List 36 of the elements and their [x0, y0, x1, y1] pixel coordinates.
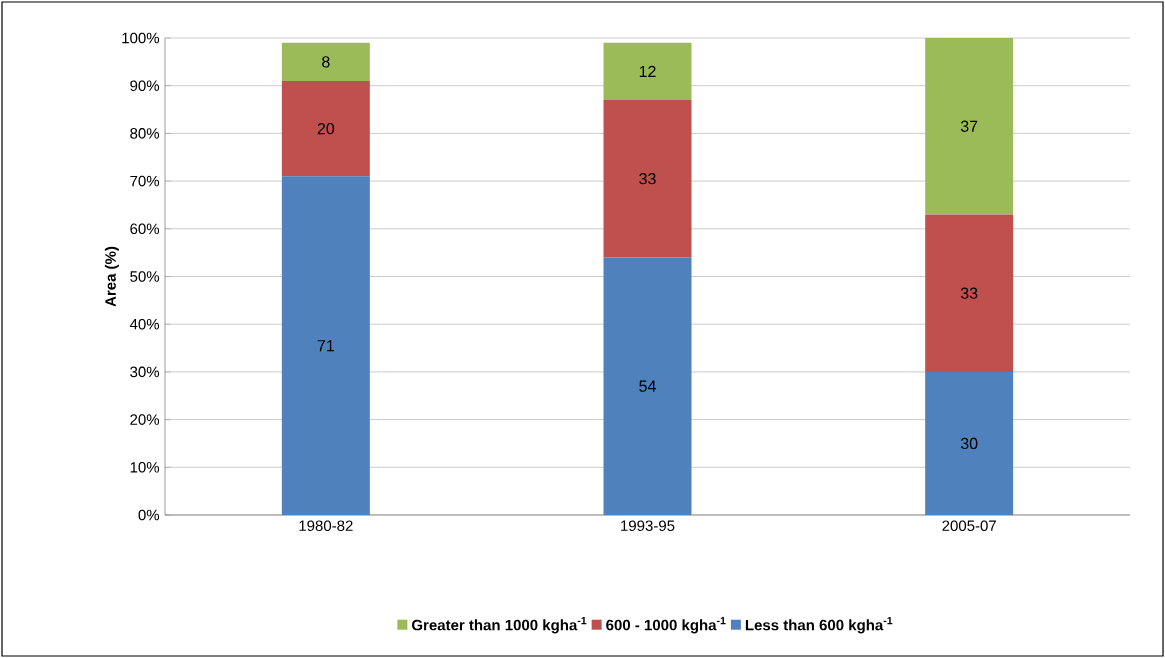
data-label: 33 [960, 287, 978, 299]
data-label: 8 [322, 56, 330, 68]
legend-label: Greater than 1000 kgha$^{-1}$ [412, 616, 587, 634]
bar [925, 37, 1014, 215]
data-label: 30 [960, 437, 978, 450]
bar [281, 80, 370, 177]
x-tick-label: 1980-82 [299, 520, 353, 532]
y-tick-label: 70% [130, 175, 160, 187]
y-tick-label: 0% [138, 509, 160, 521]
legend-label: Less than 600 kgha$^{-1}$ [745, 616, 893, 634]
bar [603, 42, 692, 101]
y-tick-label: 50% [130, 271, 160, 282]
y-tick-label: 80% [130, 128, 160, 139]
bar [603, 100, 692, 258]
legend-label: 600 - 1000 kgha$^{-1}$ [606, 616, 726, 634]
y-tick-label: 100% [122, 32, 160, 44]
bar [281, 176, 370, 515]
data-label: 37 [960, 120, 978, 132]
data-label: 54 [639, 380, 656, 392]
bar [925, 371, 1014, 515]
data-label: 33 [639, 173, 656, 185]
data-label: 12 [639, 65, 656, 77]
data-label: 20 [317, 122, 335, 135]
bar [925, 214, 1014, 372]
y-axis-title: Area (%) [104, 246, 119, 307]
data-label: 71 [317, 340, 334, 352]
bar [603, 257, 692, 515]
y-tick-label: 90% [130, 80, 160, 92]
y-tick-label: 20% [130, 414, 160, 425]
x-tick-label: 1993-95 [621, 520, 675, 532]
y-tick-label: 30% [130, 366, 160, 378]
y-tick-label: 60% [130, 223, 160, 235]
x-tick-label: 2005-07 [942, 520, 996, 532]
y-tick-label: 40% [129, 318, 160, 330]
bar [281, 42, 370, 81]
y-tick-label: 10% [130, 461, 160, 473]
